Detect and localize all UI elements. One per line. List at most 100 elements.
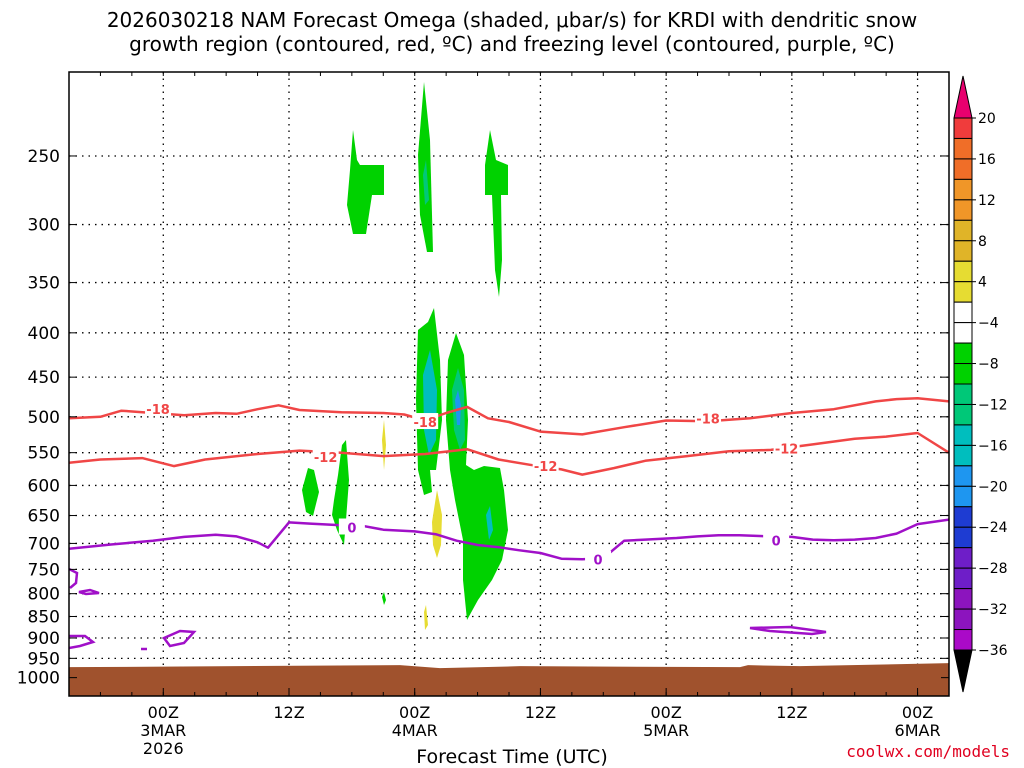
terrain-fill [69,663,949,696]
plot-frame [68,71,950,697]
contour-label-0-0: 0 [347,521,356,536]
colorbar-box [953,301,973,324]
colorbar-box [953,403,973,426]
x-tick-label-60-0: 12Z [776,703,807,722]
contour-label-bg [763,531,790,548]
omega-cell-mid-2d [486,506,493,540]
y-tick-label-400: 400 [28,324,60,344]
colorbar-box [953,363,973,385]
contour-label--12-1: -12 [534,460,558,475]
contour-label--18-0: -18 [146,403,170,418]
y-tick-label-450: 450 [28,368,60,388]
colorbar-box [953,199,973,221]
freezing-contour-loop-6 [749,625,827,636]
y-tick-label-250: 250 [28,147,60,167]
colorbar-box [953,240,973,262]
x-tick-label-48-0: 00Z [650,703,681,722]
colorbar-box [953,444,973,467]
omega-cell-small-6 [382,592,386,605]
colorbar-label-6: −8 [978,357,999,373]
x-axis-title: Forecast Time (UTC) [416,746,608,768]
colorbar-label-5: −4 [978,316,999,332]
colorbar-box [953,178,973,201]
site-credit: coolwx.com/models [846,742,1010,761]
contour--18 [69,397,949,436]
chart-title-line-1: 2026030218 NAM Forecast Omega (shaded, μ… [106,8,918,32]
y-tick-label-1000: 1000 [17,669,60,689]
x-tick-label-36-0: 12Z [525,703,556,722]
contour-label-bg [773,439,800,456]
colorbar-label-2: 12 [978,193,996,209]
colorbar-box [953,588,973,610]
y-tick-label-650: 650 [28,507,60,527]
omega-cell-upper-4 [485,130,508,297]
chart-title-line-2: growth region (contoured, red, ºC) and f… [129,32,895,56]
colorbar-top-triangle [953,75,973,119]
colorbar-box [953,137,973,160]
contour-label-bg [338,518,365,535]
colorbar-box [953,485,973,508]
y-tick-label-550: 550 [28,444,60,464]
freezing-contour-loop-3 [69,634,96,650]
colorbar-box [953,281,973,303]
colorbar-box [953,424,973,446]
grid-lines [69,72,949,696]
colorbar: 20 16 12 8 4 −4 −8 −12 −16 −20 −24 −28 −32 −36 [953,75,1008,693]
colorbar-box [953,342,973,365]
colorbar-label-7: −12 [978,397,1008,413]
colorbar-box [953,526,973,549]
colorbar-box [953,629,973,651]
terrain [69,663,949,696]
x-tick-label-24-0: 00Z [399,703,430,722]
contour--12 [69,431,949,476]
x-tick-label-72-1: 6MAR [895,721,941,740]
colorbar-box [953,567,973,590]
x-tick-label-48-1: 5MAR [643,721,689,740]
colorbar-label-12: −32 [978,602,1008,618]
y-tick-label-300: 300 [28,216,60,236]
y-tick-label-500: 500 [28,408,60,428]
freezing-contour-loop-1 [69,567,79,589]
colorbar-label-9: −20 [978,479,1008,495]
colorbar-label-3: 8 [978,234,987,250]
omega-cell-small-3 [382,420,386,470]
contour-label-bg [312,447,339,464]
omega-shading [302,82,508,630]
x-tick-label-0-2: 2026 [143,739,184,758]
omega-cell-upper-3 [423,160,429,205]
y-tick-label-800: 800 [28,585,60,605]
omega-cell-mid-2 [446,333,508,620]
colorbar-box [953,117,973,139]
y-tick-label-750: 750 [28,560,60,580]
y-tick-label-600: 600 [28,476,60,496]
axes: 2503003504004505005506006507007508008509… [17,71,950,758]
omega-cell-small-4 [432,490,442,558]
freezing-contour-loop-4 [162,629,197,648]
contour-label--12-0: -12 [314,451,338,466]
contour-label-bg [532,457,559,474]
colorbar-box [953,158,973,180]
contour-0 [69,518,949,561]
contour-label-bg [145,400,172,417]
colorbar-label-0: 20 [978,111,996,127]
omega-cell-small-1 [302,468,319,516]
x-tick-label-0-0: 00Z [148,703,179,722]
colorbar-box [953,219,973,242]
colorbar-label-10: −24 [978,520,1008,536]
colorbar-label-13: −36 [978,643,1008,659]
colorbar-label-8: −16 [978,438,1008,454]
y-tick-label-350: 350 [28,274,60,294]
contour-label--18-2: -18 [696,412,720,427]
x-tick-label-12-0: 12Z [273,703,304,722]
colorbar-box [953,547,973,569]
contour-label-bg [412,413,439,430]
colorbar-box [953,322,973,344]
y-tick-label-700: 700 [28,534,60,554]
colorbar-box [953,506,973,528]
contour-label--18-1: -18 [413,416,437,431]
x-tick-label-0-1: 3MAR [140,721,186,740]
omega-cell-mid-2c [455,390,461,425]
colorbar-box [953,383,973,405]
omega-cell-small-5 [424,605,428,630]
x-tick-label-72-0: 00Z [902,703,933,722]
